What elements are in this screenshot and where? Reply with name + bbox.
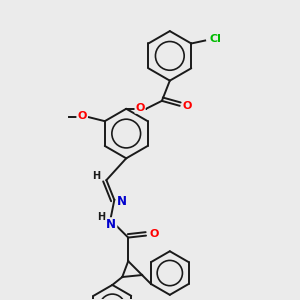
Text: H: H [98,212,106,222]
Text: O: O [135,103,145,113]
Text: N: N [117,195,127,208]
Text: Cl: Cl [209,34,221,44]
Text: N: N [106,218,116,231]
Text: H: H [92,171,101,181]
Text: O: O [149,229,159,238]
Text: O: O [77,111,87,121]
Text: O: O [183,101,192,111]
